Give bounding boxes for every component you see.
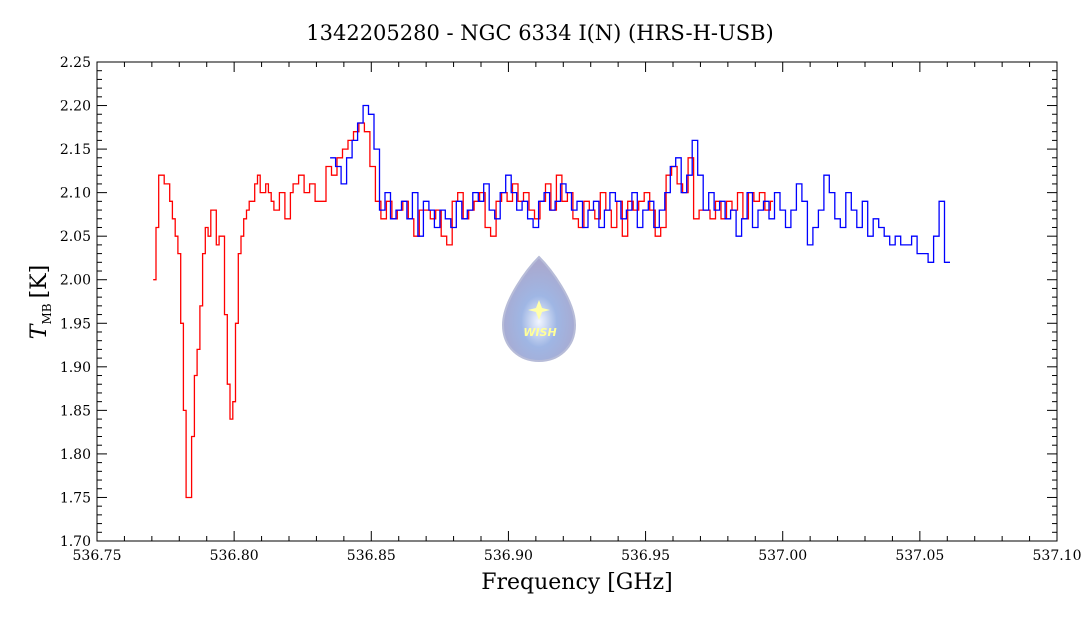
y-axis-label: TMB[K] xyxy=(27,265,54,339)
x-tick-label: 536.75 xyxy=(73,548,122,564)
y-tick-label: 1.95 xyxy=(60,316,91,332)
x-tick-label: 537.10 xyxy=(1033,548,1081,564)
y-tick-label: 2.15 xyxy=(60,142,91,158)
y-tick-label: 1.80 xyxy=(60,447,91,463)
y-tick-label: 2.20 xyxy=(60,99,91,115)
x-tick-label: 537.00 xyxy=(758,548,807,564)
y-tick-label: 2.00 xyxy=(60,273,91,289)
y-axis-label-sub: MB xyxy=(40,303,54,324)
y-tick-label: 1.90 xyxy=(60,360,91,376)
chart-title: 1342205280 - NGC 6334 I(N) (HRS-H-USB) xyxy=(306,21,774,45)
wish-logo: WISH xyxy=(503,257,575,361)
plot-frame xyxy=(97,62,1057,541)
y-tick-label: 2.25 xyxy=(60,55,91,71)
y-tick-label: 2.10 xyxy=(60,186,91,202)
x-tick-label: 536.95 xyxy=(621,548,670,564)
series-line-red xyxy=(153,123,773,498)
logo-text: WISH xyxy=(523,326,556,339)
x-tick-label: 537.05 xyxy=(895,548,944,564)
x-tick-label: 536.85 xyxy=(347,548,396,564)
y-tick-label: 1.70 xyxy=(60,534,91,550)
x-axis-label: Frequency [GHz] xyxy=(481,570,673,595)
x-tick-label: 536.80 xyxy=(210,548,259,564)
y-tick-label: 1.85 xyxy=(60,403,91,419)
x-tick-label: 536.90 xyxy=(484,548,533,564)
series-line-blue xyxy=(330,106,950,263)
y-axis-label-unit: [K] xyxy=(27,265,52,299)
y-tick-label: 1.75 xyxy=(60,490,91,506)
y-tick-label: 2.05 xyxy=(60,229,91,245)
